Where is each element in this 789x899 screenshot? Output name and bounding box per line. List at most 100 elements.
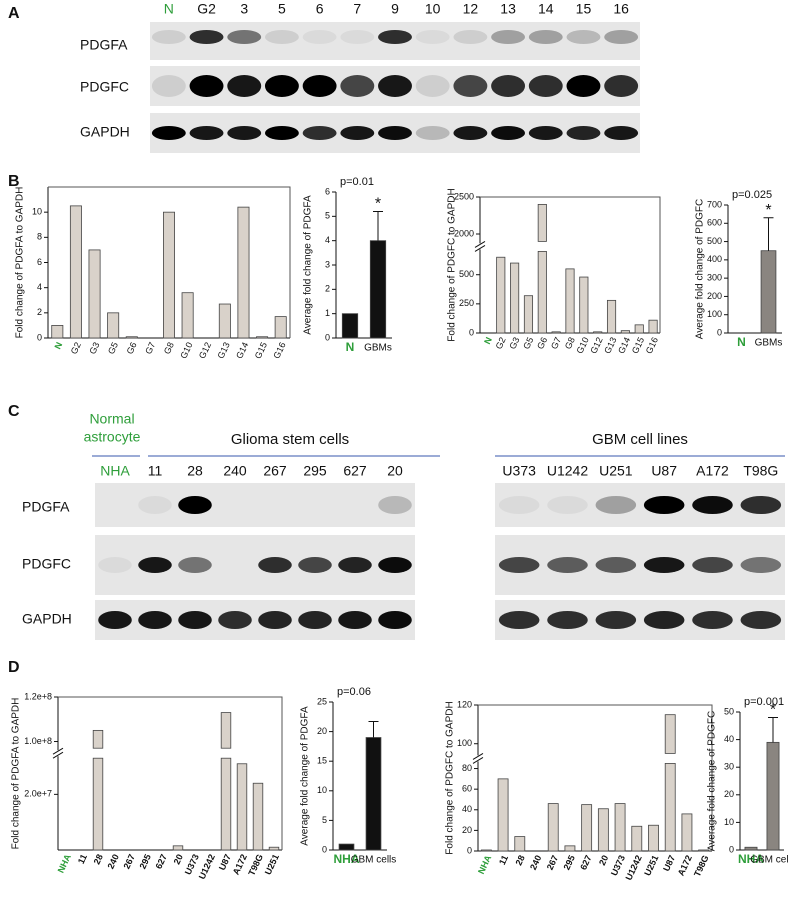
blot-band [566,126,601,140]
axis-break [52,747,64,755]
annotation: p=0.025 [732,189,772,201]
x-tick-label: N [482,336,494,346]
frame [480,196,661,333]
y-tick-label: 2000 [454,228,474,238]
blot-band [264,30,299,44]
y-tick-label: 0 [325,332,330,342]
blot-band [178,611,212,629]
y-axis-label: Fold change of PDGFA to GAPDH [15,187,26,339]
blot-band [453,30,488,44]
x-tick-label: G15 [630,336,646,356]
row-label: PDGFA [80,37,128,53]
bar [564,845,576,852]
y-tick-label: 10 [317,785,327,795]
blot-band [227,30,262,44]
bar [125,336,138,339]
blot-band [740,557,782,573]
lane-label: 12 [463,1,479,17]
row-label: PDGFC [22,556,71,572]
y-tick-label: 3 [325,259,330,269]
y-tick-label: 0 [469,327,474,337]
bar [274,316,287,339]
x-tick-label: NHA [476,853,494,875]
lane-label: G2 [197,1,216,17]
blot-band [547,557,588,573]
row-label: GAPDH [22,611,72,627]
blot-band [151,30,186,44]
annotation: p=0.06 [337,686,371,698]
x-tick-label: NHA [738,852,764,866]
bar [107,312,120,339]
bar [620,330,630,334]
blot-band [378,126,412,140]
panel-label: C [8,403,20,420]
y-tick-label: 600 [707,218,722,228]
bar [537,250,547,334]
bar [369,240,387,339]
y-axis-label: Average fold change of PDGFC [707,711,718,851]
x-tick-label: G8 [563,336,577,351]
x-tick-label: G8 [162,341,176,356]
x-tick-label: 627 [154,853,169,871]
x-tick-label: U251 [263,853,281,877]
bar [181,292,194,339]
row-label: GAPDH [80,124,130,140]
error-bar [768,717,778,743]
bar [579,276,589,334]
blot-band [264,75,299,97]
blot-band [491,30,526,44]
blot-band [643,557,685,573]
x-tick-label: G12 [197,341,213,361]
y-tick-label: 250 [459,298,474,308]
x-tick-label: 20 [597,854,610,867]
blot-band [415,75,450,97]
x-tick-label: GBM cells [351,855,397,866]
blot-band [138,611,172,629]
blot-band [498,496,540,514]
lane-label: T98G [743,463,778,479]
lane-label: 10 [425,1,441,17]
x-tick-label: 267 [122,853,137,871]
x-tick-label: 240 [528,854,543,872]
y-tick-label: 25 [317,696,327,706]
x-tick-label: G6 [125,341,139,356]
error-bar [763,217,774,251]
bar [614,803,626,852]
bar [268,846,280,851]
bar [523,295,534,334]
x-tick-label: T98G [246,853,265,878]
y-axis-label: Average fold change of PDGFA [303,195,314,335]
y-axis-label: Fold change of PDGFA to GAPDH [11,698,22,850]
blot-band [643,496,685,514]
y-tick-label: 400 [707,254,722,264]
blot-band [189,75,224,97]
x-tick-label: G10 [575,336,591,356]
y-tick-label: 6 [37,257,42,267]
bar [681,813,693,852]
x-tick-label: G3 [87,341,101,356]
y-tick-label: 1.2e+8 [24,691,52,701]
blot-band [227,126,262,140]
y-tick-label: 4 [325,235,330,245]
blot-band [595,557,637,573]
blot-band [528,30,563,44]
lane-label: U1242 [547,463,588,479]
bar [664,714,676,754]
y-tick-label: 60 [462,784,472,794]
blot-band [98,557,132,573]
x-tick-label: T98G [692,854,711,879]
y-tick-label: 100 [457,738,472,748]
significance: * [765,202,771,219]
y-tick-label: 0 [717,327,722,337]
blot-band [218,611,252,629]
bar [744,846,758,851]
blot-band [415,30,450,44]
x-tick-label: N [737,335,746,349]
header: Normal [89,411,134,427]
error-bar [368,721,379,738]
blot-band [378,30,412,44]
y-tick-label: 8 [37,232,42,242]
bar [631,825,643,852]
significance: * [375,196,381,213]
x-tick-label: 11 [76,853,89,866]
